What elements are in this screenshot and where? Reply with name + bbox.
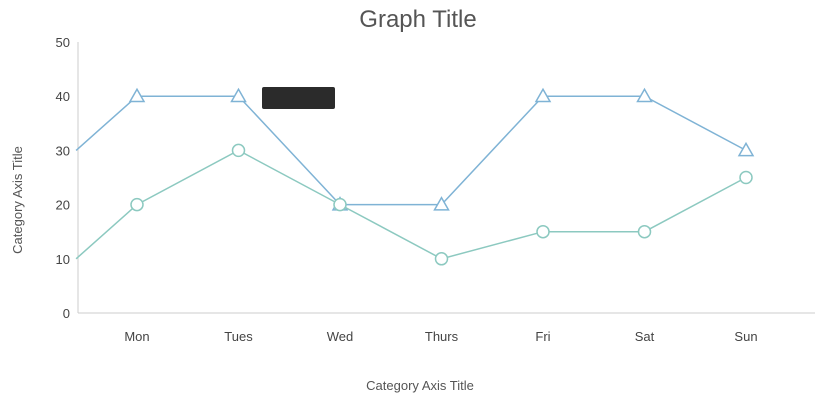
series-2-point[interactable] [434, 252, 449, 266]
series-2-point[interactable] [333, 197, 347, 212]
series-2-point[interactable] [231, 143, 246, 158]
x-tick-label: Tues [224, 329, 253, 344]
series-2-point[interactable] [536, 224, 550, 239]
series-1-point[interactable] [534, 87, 552, 103]
x-tick-label: Wed [327, 329, 354, 344]
series-2-point[interactable] [739, 170, 753, 185]
y-tick-label: 10 [56, 252, 70, 267]
series-1-point[interactable] [230, 87, 247, 103]
y-tick-label: 0 [63, 306, 70, 321]
series-2-point[interactable] [130, 197, 144, 212]
series-layer [75, 87, 755, 266]
series-1-point[interactable] [636, 87, 653, 103]
chart-title: Graph Title [359, 6, 476, 33]
x-tick-labels: Mon Tues Wed Thurs Fri Sat Sun [124, 329, 757, 344]
tooltip-box [262, 87, 335, 109]
y-tick-labels: 0 10 20 30 40 50 [56, 35, 70, 321]
series-1-line [75, 95, 747, 206]
x-axis-title: Category Axis Title [366, 378, 474, 393]
x-tick-label: Sun [734, 329, 757, 344]
x-tick-label: Mon [124, 329, 149, 344]
y-tick-label: 50 [56, 35, 70, 50]
series-2-line [75, 149, 747, 260]
series-2-point[interactable] [637, 224, 652, 239]
x-tick-label: Fri [535, 329, 550, 344]
x-tick-label: Sat [635, 329, 655, 344]
y-axis-title: Category Axis Title [10, 146, 25, 254]
series-1-point[interactable] [433, 196, 450, 211]
series-1-point[interactable] [128, 87, 146, 103]
y-tick-label: 30 [56, 143, 70, 158]
series-1-point[interactable] [737, 141, 755, 157]
y-tick-label: 40 [56, 89, 70, 104]
x-tick-label: Thurs [425, 329, 459, 344]
y-tick-label: 20 [56, 198, 70, 213]
